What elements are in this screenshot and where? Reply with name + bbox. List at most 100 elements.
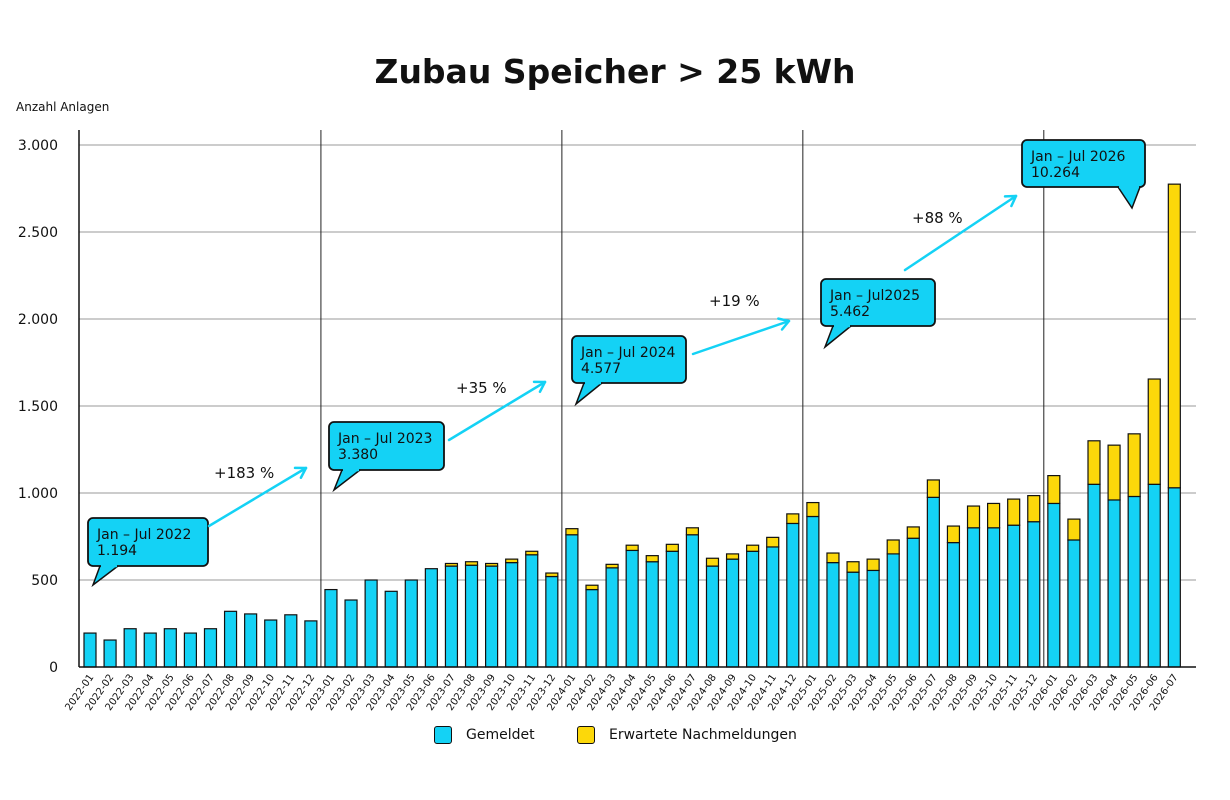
bar-nachmeldungen — [525, 550, 539, 556]
callout-line2: 4.577 — [581, 361, 621, 377]
bar-gemeldet — [886, 553, 900, 668]
bar-nachmeldungen — [645, 555, 659, 563]
y-tick-label: 2.000 — [18, 312, 58, 328]
bar-nachmeldungen — [1147, 378, 1161, 485]
growth-label: +183 % — [214, 464, 274, 482]
bar-nachmeldungen — [746, 544, 760, 552]
callout-box — [328, 421, 445, 471]
growth-arrow-head — [293, 466, 308, 479]
bar-nachmeldungen — [766, 536, 780, 548]
bar-gemeldet — [364, 579, 378, 668]
bar-nachmeldungen — [786, 513, 800, 525]
bar-gemeldet — [565, 534, 579, 668]
bar-gemeldet — [766, 546, 780, 668]
bar-gemeldet — [1067, 539, 1081, 668]
bar-nachmeldungen — [725, 553, 740, 560]
bar-gemeldet — [324, 588, 338, 668]
bar-gemeldet — [585, 588, 599, 668]
bar-gemeldet — [1027, 521, 1041, 668]
growth-arrow-line — [447, 380, 547, 442]
callout-tail — [91, 565, 121, 588]
bar-gemeldet — [986, 527, 1001, 668]
growth-arrow-head — [532, 380, 547, 394]
legend-swatch-nachmeldungen — [577, 726, 595, 744]
bar-gemeldet — [786, 522, 800, 668]
bar-gemeldet — [264, 619, 278, 668]
y-tick-label: 1.000 — [18, 486, 58, 502]
growth-arrow-line — [691, 319, 791, 356]
bar-nachmeldungen — [705, 557, 720, 567]
bar-nachmeldungen — [1067, 518, 1081, 541]
bar-gemeldet — [1127, 495, 1141, 668]
bar-nachmeldungen — [1087, 440, 1101, 485]
bar-gemeldet — [705, 565, 720, 668]
callout-line1: Jan – Jul 2023 — [337, 431, 432, 447]
bar-gemeldet — [505, 561, 519, 668]
bar-nachmeldungen — [585, 584, 599, 591]
bar-gemeldet — [605, 567, 619, 668]
callout-line1: Jan – Jul 2024 — [580, 345, 676, 361]
bar-nachmeldungen — [685, 527, 700, 536]
bar-gemeldet — [1007, 524, 1021, 668]
bar-gemeldet — [1147, 483, 1161, 668]
growth-label: +88 % — [912, 209, 963, 227]
y-tick-label: 0 — [49, 660, 58, 676]
bar-gemeldet — [685, 534, 700, 668]
bar-nachmeldungen — [1047, 475, 1061, 505]
bar-gemeldet — [485, 565, 499, 668]
legend-item-nachmeldungen: Erwartete Nachmeldungen — [577, 726, 797, 744]
bar-gemeldet — [946, 541, 961, 668]
bar-gemeldet — [525, 554, 539, 668]
growth-label: +19 % — [709, 292, 760, 310]
bar-gemeldet — [545, 575, 559, 668]
bar-nachmeldungen — [1107, 444, 1121, 501]
bar-gemeldet — [284, 614, 298, 668]
legend-label-gemeldet: Gemeldet — [466, 727, 535, 743]
bar-nachmeldungen — [605, 563, 619, 569]
bar-gemeldet — [1167, 487, 1181, 668]
bar-nachmeldungen — [906, 526, 920, 539]
bar-nachmeldungen — [966, 505, 981, 529]
bar-gemeldet — [746, 550, 760, 668]
bar-gemeldet — [404, 579, 418, 668]
callout-tail — [1116, 186, 1142, 210]
bar-nachmeldungen — [1127, 433, 1141, 498]
bar-gemeldet — [806, 515, 820, 668]
bar-nachmeldungen — [866, 558, 880, 572]
growth-arrow-head — [777, 317, 791, 331]
chart-title: Zubau Speicher > 25 kWh — [374, 52, 856, 91]
callout-tail — [574, 382, 605, 407]
bar-gemeldet — [143, 632, 157, 668]
callout-line1: Jan – Jul 2026 — [1030, 149, 1126, 165]
bar-gemeldet — [926, 496, 940, 668]
callout-line1: Jan – Jul 2022 — [96, 527, 191, 543]
bar-nachmeldungen — [665, 543, 679, 552]
bar-nachmeldungen — [625, 544, 639, 552]
growth-label: +35 % — [456, 379, 507, 397]
growth-arrow-line — [903, 194, 1018, 272]
bar-gemeldet — [665, 550, 679, 668]
bar-gemeldet — [966, 527, 981, 668]
bar-nachmeldungen — [485, 562, 499, 567]
growth-arrow-head — [1003, 194, 1018, 208]
bar-gemeldet — [1107, 499, 1121, 668]
legend-label-nachmeldungen: Erwartete Nachmeldungen — [609, 727, 797, 743]
bar-nachmeldungen — [1167, 183, 1181, 489]
bar-gemeldet — [183, 632, 197, 668]
bar-nachmeldungen — [826, 552, 840, 564]
bar-nachmeldungen — [806, 501, 820, 518]
bar-gemeldet — [906, 537, 920, 668]
bar-gemeldet — [725, 558, 740, 668]
bar-nachmeldungen — [464, 561, 479, 566]
bar-nachmeldungen — [926, 479, 940, 498]
bar-gemeldet — [826, 561, 840, 668]
bar-gemeldet — [83, 632, 97, 668]
bar-nachmeldungen — [1027, 495, 1041, 523]
y-tick-label: 3.000 — [18, 138, 58, 154]
